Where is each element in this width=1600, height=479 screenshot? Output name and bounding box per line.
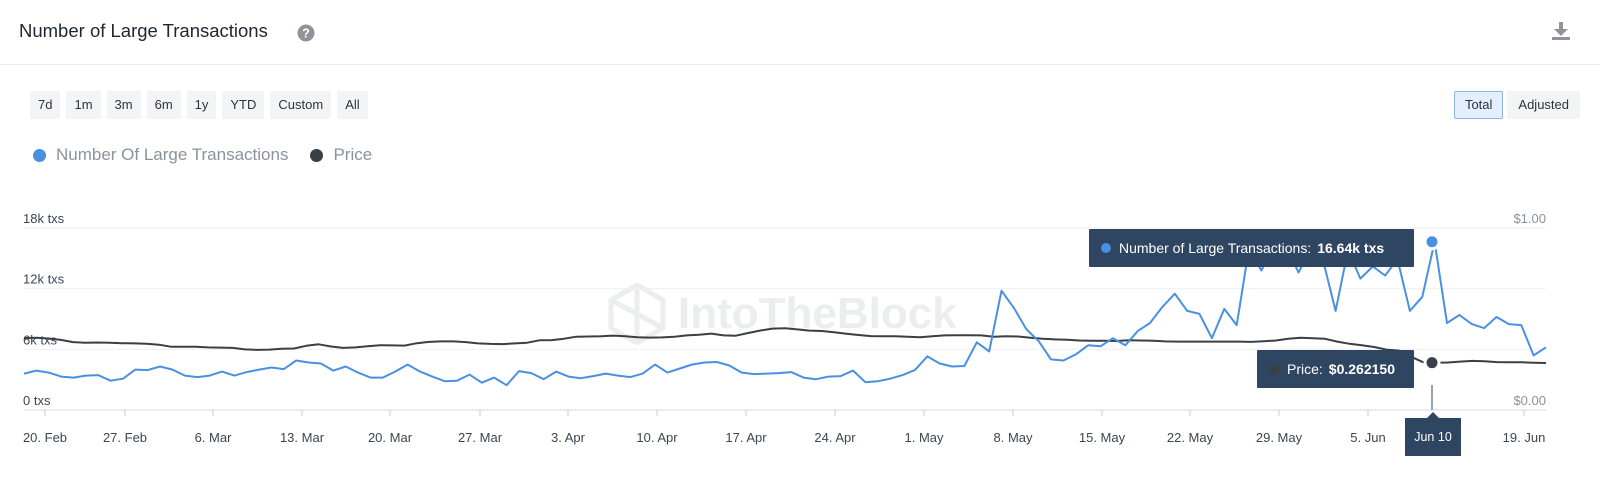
mode-button-adjusted[interactable]: Adjusted <box>1507 91 1580 119</box>
range-button-3m[interactable]: 3m <box>106 91 141 119</box>
x-tick-label: 5. Jun <box>1350 430 1385 445</box>
chart-title: Number of Large Transactions <box>19 20 268 41</box>
x-tick-label: 27. Feb <box>103 430 147 445</box>
hover-point-transactions <box>1423 233 1441 251</box>
watermark: IntoTheBlock <box>608 283 957 345</box>
mode-selector: Total Adjusted <box>1453 91 1580 119</box>
y-right-tick-label: $0.00 <box>1513 393 1546 408</box>
legend-dot-price <box>310 148 324 162</box>
legend-item-transactions[interactable]: Number Of Large Transactions <box>33 145 288 165</box>
y-left-tick-label: 6k txs <box>23 332 57 347</box>
x-tick-label: 13. Mar <box>280 430 325 445</box>
x-tick-label: 3. Apr <box>551 430 586 445</box>
tooltip-price: Price: $0.262150 <box>1257 350 1414 388</box>
range-button-6m[interactable]: 6m <box>146 91 181 119</box>
y-left-tick-label: 0 txs <box>23 393 51 408</box>
x-tick-label: 22. May <box>1167 430 1214 445</box>
mode-button-total[interactable]: Total <box>1453 91 1504 119</box>
hover-date-flag: Jun 10 <box>1405 412 1461 456</box>
x-tick-label: 27. Mar <box>458 430 503 445</box>
x-tick-label: 17. Apr <box>725 430 767 445</box>
watermark-logo-icon <box>608 283 666 345</box>
x-tick-label: 24. Apr <box>814 430 856 445</box>
series-line-price <box>23 327 1547 364</box>
chart-area[interactable]: 18k txs 12k txs 6k txs 0 txs $1.00 $0.00 20. F… <box>0 200 1600 479</box>
download-icon[interactable] <box>1550 20 1572 42</box>
watermark-text: IntoTheBlock <box>678 289 957 338</box>
tooltip-transactions-label: Number of Large Transactions: <box>1119 240 1312 256</box>
chart-legend: Number Of Large Transactions Price <box>33 145 372 165</box>
hover-point-price <box>1423 354 1441 372</box>
tooltip-price-value: $0.262150 <box>1328 361 1395 377</box>
range-button-1y[interactable]: 1y <box>186 91 217 119</box>
time-range-selector: 7d 1m 3m 6m 1y YTD Custom All <box>30 91 368 119</box>
tooltip-transactions-value: 16.64k txs <box>1317 240 1385 256</box>
legend-label-price: Price <box>333 145 373 164</box>
svg-text:?: ? <box>302 27 310 41</box>
x-tick-label: 8. May <box>993 430 1033 445</box>
x-tick-label: 20. Feb <box>23 430 67 445</box>
x-tick-label: 10. Apr <box>636 430 678 445</box>
x-tick-label: 15. May <box>1079 430 1126 445</box>
legend-item-price[interactable]: Price <box>310 145 372 165</box>
tooltip-dot-transactions <box>1101 243 1111 253</box>
tooltip-transactions: Number of Large Transactions: 16.64k txs <box>1089 229 1414 267</box>
y-left-tick-label: 12k txs <box>23 272 65 287</box>
range-button-all[interactable]: All <box>337 91 368 119</box>
y-left-tick-label: 18k txs <box>23 211 65 226</box>
x-tick-label: 6. Mar <box>195 430 233 445</box>
x-tick-label: 20. Mar <box>368 430 413 445</box>
range-button-1m[interactable]: 1m <box>66 91 101 119</box>
tooltip-dot-price <box>1269 364 1279 374</box>
x-tick-label: 29. May <box>1256 430 1303 445</box>
legend-dot-transactions <box>33 148 46 162</box>
legend-label-transactions: Number Of Large Transactions <box>56 145 289 164</box>
x-tick-label: 19. Jun <box>1503 430 1546 445</box>
range-button-7d[interactable]: 7d <box>30 91 61 119</box>
question-circle-icon[interactable]: ? <box>297 24 315 42</box>
range-button-custom[interactable]: Custom <box>270 91 332 119</box>
x-tick-label: 1. May <box>904 430 944 445</box>
tooltip-price-label: Price: <box>1287 361 1323 377</box>
chart-header: Number of Large Transactions ? <box>0 0 1600 65</box>
range-button-ytd[interactable]: YTD <box>222 91 265 119</box>
y-right-tick-label: $1.00 <box>1513 211 1546 226</box>
